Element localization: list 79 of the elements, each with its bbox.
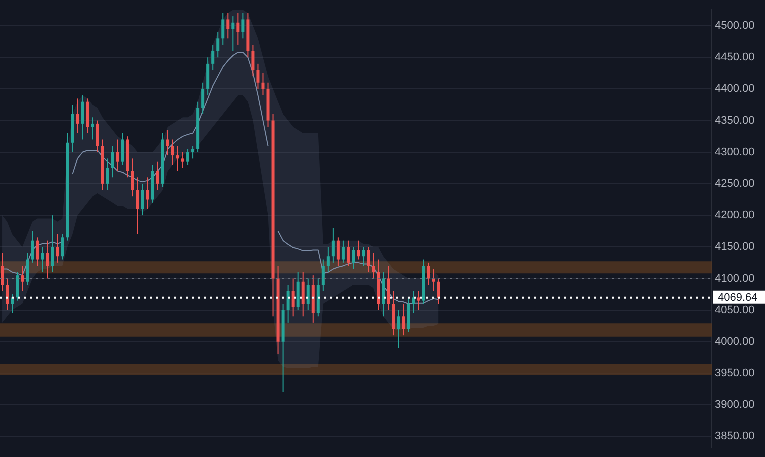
candlestick bbox=[46, 240, 50, 280]
y-tick-label: 4400.00 bbox=[715, 83, 755, 96]
candlestick bbox=[232, 16, 235, 52]
candlestick bbox=[222, 12, 225, 46]
candlestick bbox=[111, 146, 114, 178]
candlestick bbox=[236, 12, 240, 46]
candlestick bbox=[26, 252, 30, 286]
candlestick bbox=[346, 240, 350, 267]
candlestick bbox=[76, 98, 80, 134]
y-tick-label: 4350.00 bbox=[715, 114, 755, 127]
candlestick bbox=[226, 12, 230, 40]
candlestick bbox=[256, 63, 260, 90]
candlestick bbox=[417, 290, 420, 311]
y-tick-label: 4150.00 bbox=[715, 241, 755, 254]
candlestick bbox=[432, 268, 436, 292]
candlestick bbox=[166, 130, 170, 156]
candlestick bbox=[96, 120, 100, 153]
candlestick bbox=[116, 139, 120, 172]
candlestick bbox=[302, 272, 305, 318]
candlestick bbox=[357, 240, 360, 260]
candlestick bbox=[171, 139, 174, 166]
ref-line-label: 4069.64 bbox=[718, 292, 758, 304]
y-tick-label: 4300.00 bbox=[715, 146, 755, 158]
y-tick-label: 3950.00 bbox=[715, 368, 755, 380]
candlestick bbox=[367, 246, 370, 273]
y-tick-label: 4050.00 bbox=[715, 304, 755, 316]
candlestick bbox=[91, 117, 94, 140]
candlestick bbox=[192, 146, 195, 160]
candlestick bbox=[286, 284, 290, 324]
candlestick bbox=[121, 132, 124, 166]
candlestick bbox=[106, 158, 110, 191]
candlestick bbox=[6, 278, 10, 311]
candlestick bbox=[342, 240, 345, 264]
candlestick bbox=[51, 215, 54, 273]
y-tick-label: 4250.00 bbox=[715, 178, 755, 190]
candlestick bbox=[292, 278, 295, 318]
candlestick bbox=[362, 246, 366, 267]
candlestick bbox=[1, 252, 4, 292]
candlestick bbox=[81, 95, 84, 140]
candlestick bbox=[176, 146, 180, 172]
candlestick bbox=[31, 230, 34, 264]
candlestick bbox=[306, 278, 310, 311]
candlestick bbox=[252, 44, 255, 78]
candlestick bbox=[437, 278, 440, 304]
candlestick bbox=[21, 266, 24, 292]
candlestick bbox=[372, 252, 376, 280]
candlestick bbox=[182, 152, 185, 169]
candlestick bbox=[322, 259, 325, 292]
candlestick bbox=[427, 262, 430, 286]
candlestick bbox=[216, 32, 220, 58]
candlestick bbox=[402, 303, 406, 336]
candlestick bbox=[41, 246, 44, 273]
candlestick bbox=[131, 158, 134, 198]
candlestick bbox=[352, 246, 355, 270]
candlestick bbox=[202, 82, 205, 115]
y-tick-label: 3850.00 bbox=[715, 430, 755, 443]
y-tick-label: 4450.00 bbox=[715, 52, 755, 64]
candlestick bbox=[397, 310, 400, 349]
candlestick bbox=[16, 272, 20, 302]
candlestick bbox=[146, 177, 150, 210]
candlestick bbox=[242, 12, 245, 40]
y-tick-label: 4200.00 bbox=[715, 210, 755, 222]
y-tick-label: 3900.00 bbox=[715, 399, 755, 412]
candlestick bbox=[56, 234, 60, 264]
candlestick bbox=[336, 237, 340, 267]
candlestick bbox=[36, 237, 40, 267]
candlestick bbox=[262, 72, 265, 96]
candlestick bbox=[61, 234, 64, 260]
candlestick bbox=[412, 290, 416, 314]
candlestick bbox=[141, 183, 144, 216]
candlestick bbox=[136, 177, 140, 235]
candlestick bbox=[186, 148, 190, 166]
y-tick-label: 4100.00 bbox=[715, 272, 755, 285]
candlestick bbox=[332, 228, 335, 264]
y-tick-label: 4500.00 bbox=[715, 20, 755, 32]
y-tick-label: 4000.00 bbox=[715, 336, 755, 348]
candlestick bbox=[156, 161, 160, 191]
candlestick bbox=[326, 246, 330, 273]
candlestick bbox=[212, 44, 215, 71]
